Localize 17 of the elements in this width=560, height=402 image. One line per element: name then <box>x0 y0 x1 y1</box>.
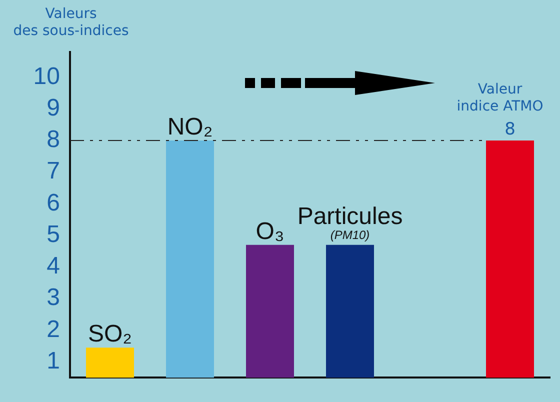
y-tick-label: 1 <box>46 347 60 374</box>
x-tick-label: O₃ <box>256 218 284 245</box>
y-tick-label: 3 <box>46 284 60 312</box>
y-tick-label: 2 <box>46 316 60 343</box>
y-tick-label: 9 <box>46 94 60 122</box>
y-tick-label: 7 <box>46 158 60 185</box>
x-tick-label: SO₂ <box>88 320 132 348</box>
y-axis-title: Valeurs des sous-indices <box>12 6 130 40</box>
x-tick-label: Valeur indice ATMO <box>456 82 544 115</box>
y-tick-label: 10 <box>33 62 60 90</box>
y-tick-label: 5 <box>46 220 60 248</box>
x-tick-label: NO₂ <box>167 114 213 141</box>
y-tick-label: 4 <box>46 252 60 280</box>
data-label: 8 <box>504 120 516 140</box>
y-tick-label: 6 <box>46 189 60 216</box>
y-tick-label: 8 <box>46 126 60 154</box>
x-tick-label: Particules (PM10) <box>297 202 403 242</box>
